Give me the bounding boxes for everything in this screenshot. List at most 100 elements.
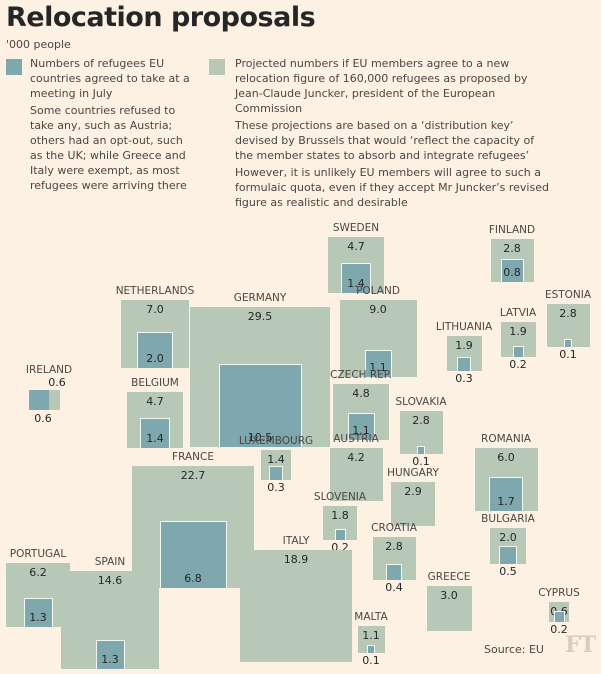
projected-value-romania: 6.0 — [497, 451, 515, 464]
country-label-belgium: BELGIUM — [131, 377, 179, 389]
agreed-value-romania: 1.7 — [497, 495, 515, 508]
agreed-value-estonia: 0.1 — [559, 348, 577, 361]
agreed-value-bulgaria: 0.5 — [499, 565, 517, 578]
legend-projected-text: Projected numbers if EU members agree to… — [235, 56, 555, 212]
country-label-czech-rep: CZECH REP. — [330, 369, 392, 381]
projected-square-ireland — [49, 390, 60, 410]
country-label-finland: FINLAND — [488, 224, 536, 236]
projected-value-germany: 29.5 — [247, 310, 273, 323]
projected-value-croatia: 2.8 — [385, 540, 403, 553]
projected-value-hungary: 2.9 — [404, 485, 422, 498]
agreed-value-czech-rep: 1.1 — [352, 424, 370, 437]
legend-agreed-paragraph: Some countries refused to take any, such… — [30, 104, 187, 192]
agreed-value-sweden: 1.4 — [347, 277, 365, 290]
agreed-value-slovakia: 0.1 — [412, 455, 430, 468]
projected-value-france: 22.7 — [180, 469, 206, 482]
country-label-ireland: IRELAND — [25, 364, 73, 376]
projected-value-malta: 1.1 — [362, 629, 380, 642]
projected-square-greece — [426, 586, 472, 631]
country-label-slovenia: SLOVENIA — [313, 491, 367, 503]
country-label-france: FRANCE — [172, 451, 214, 463]
agreed-square-croatia — [386, 564, 402, 580]
legend-projected-swatch — [209, 59, 225, 75]
agreed-square-romania — [489, 477, 523, 511]
projected-value-sweden: 4.7 — [347, 240, 365, 253]
projected-value-austria: 4.2 — [347, 451, 365, 464]
agreed-square-germany — [218, 364, 302, 447]
agreed-value-croatia: 0.4 — [385, 581, 403, 594]
projected-value-bulgaria: 2.0 — [499, 531, 517, 544]
country-label-croatia: CROATIA — [371, 522, 417, 534]
country-label-poland: POLAND — [356, 285, 400, 297]
country-label-italy: ITALY — [282, 535, 310, 547]
agreed-value-cyprus: 0.2 — [550, 623, 568, 636]
projected-square-hungary — [391, 482, 435, 526]
agreed-square-malta — [367, 645, 375, 653]
agreed-value-finland: 0.8 — [503, 266, 521, 279]
projected-value-luxembourg: 1.4 — [267, 453, 285, 466]
legend-agreed-swatch — [6, 59, 22, 75]
projected-value-finland: 2.8 — [503, 242, 521, 255]
agreed-square-lithuania — [457, 357, 471, 371]
agreed-value-france: 6.8 — [184, 572, 202, 585]
country-label-bulgaria: BULGARIA — [481, 513, 535, 525]
agreed-value-germany: 10.5 — [247, 431, 273, 444]
country-label-estonia: ESTONIA — [544, 289, 592, 301]
agreed-square-latvia — [512, 346, 524, 357]
country-label-romania: ROMANIA — [481, 433, 531, 445]
agreed-value-netherlands: 2.0 — [146, 352, 164, 365]
agreed-square-portugal — [23, 598, 53, 627]
source-note: Source: EU — [484, 643, 544, 656]
agreed-square-belgium — [140, 418, 170, 448]
agreed-square-bulgaria — [499, 546, 517, 564]
agreed-value-malta: 0.1 — [362, 654, 380, 667]
agreed-square-sweden — [341, 263, 371, 293]
projected-value-belgium: 4.7 — [146, 395, 164, 408]
agreed-value-lithuania: 0.3 — [455, 372, 473, 385]
agreed-square-ireland — [29, 390, 49, 410]
agreed-square-estonia — [564, 339, 572, 347]
agreed-square-netherlands — [137, 332, 173, 368]
projected-value-portugal: 6.2 — [29, 566, 47, 579]
agreed-value-ireland: 0.6 — [34, 412, 52, 425]
country-label-cyprus: CYPRUS — [538, 587, 580, 599]
ft-logo: FT — [565, 632, 596, 658]
country-label-malta: MALTA — [354, 611, 388, 623]
agreed-value-belgium: 1.4 — [146, 432, 164, 445]
country-label-greece: GREECE — [427, 571, 471, 583]
country-label-latvia: LATVIA — [499, 307, 537, 319]
country-label-hungary: HUNGARY — [387, 467, 439, 479]
country-label-spain: SPAIN — [94, 556, 126, 568]
country-label-sweden: SWEDEN — [332, 222, 380, 234]
chart-title: Relocation proposals — [6, 2, 316, 33]
country-label-germany: GERMANY — [233, 292, 287, 304]
projected-value-greece: 3.0 — [440, 589, 458, 602]
country-label-netherlands: NETHERLANDS — [115, 285, 195, 297]
legend-projected-paragraph: These projections are based on a ‘distri… — [235, 119, 535, 162]
agreed-square-spain — [95, 640, 125, 669]
agreed-square-slovenia — [334, 529, 346, 540]
projected-value-ireland: 0.6 — [48, 376, 66, 389]
legend-agreed-paragraph: Numbers of refugees EU countries agreed … — [30, 57, 190, 100]
country-label-austria: AUSTRIA — [333, 433, 379, 445]
agreed-value-spain: 1.3 — [101, 653, 119, 666]
legend-agreed-text: Numbers of refugees EU countries agreed … — [30, 56, 195, 195]
agreed-square-poland — [364, 350, 392, 377]
agreed-value-latvia: 0.2 — [509, 358, 527, 371]
country-label-lithuania: LITHUANIA — [435, 321, 493, 333]
country-label-slovakia: SLOVAKIA — [395, 396, 447, 408]
projected-value-italy: 18.9 — [283, 553, 309, 566]
agreed-value-poland: 1.1 — [369, 361, 387, 374]
projected-value-slovenia: 1.8 — [331, 509, 349, 522]
legend-projected-paragraph: Projected numbers if EU members agree to… — [235, 57, 528, 115]
agreed-value-portugal: 1.3 — [29, 611, 47, 624]
projected-value-netherlands: 7.0 — [146, 303, 164, 316]
projected-value-spain: 14.6 — [97, 574, 123, 587]
agreed-square-czech-rep — [347, 413, 375, 440]
projected-square-italy — [240, 550, 352, 662]
agreed-square-luxembourg — [269, 466, 283, 480]
projected-square-austria — [329, 448, 383, 501]
country-label-portugal: PORTUGAL — [9, 548, 67, 560]
unit-label: '000 people — [6, 38, 71, 51]
projected-value-latvia: 1.9 — [509, 325, 527, 338]
